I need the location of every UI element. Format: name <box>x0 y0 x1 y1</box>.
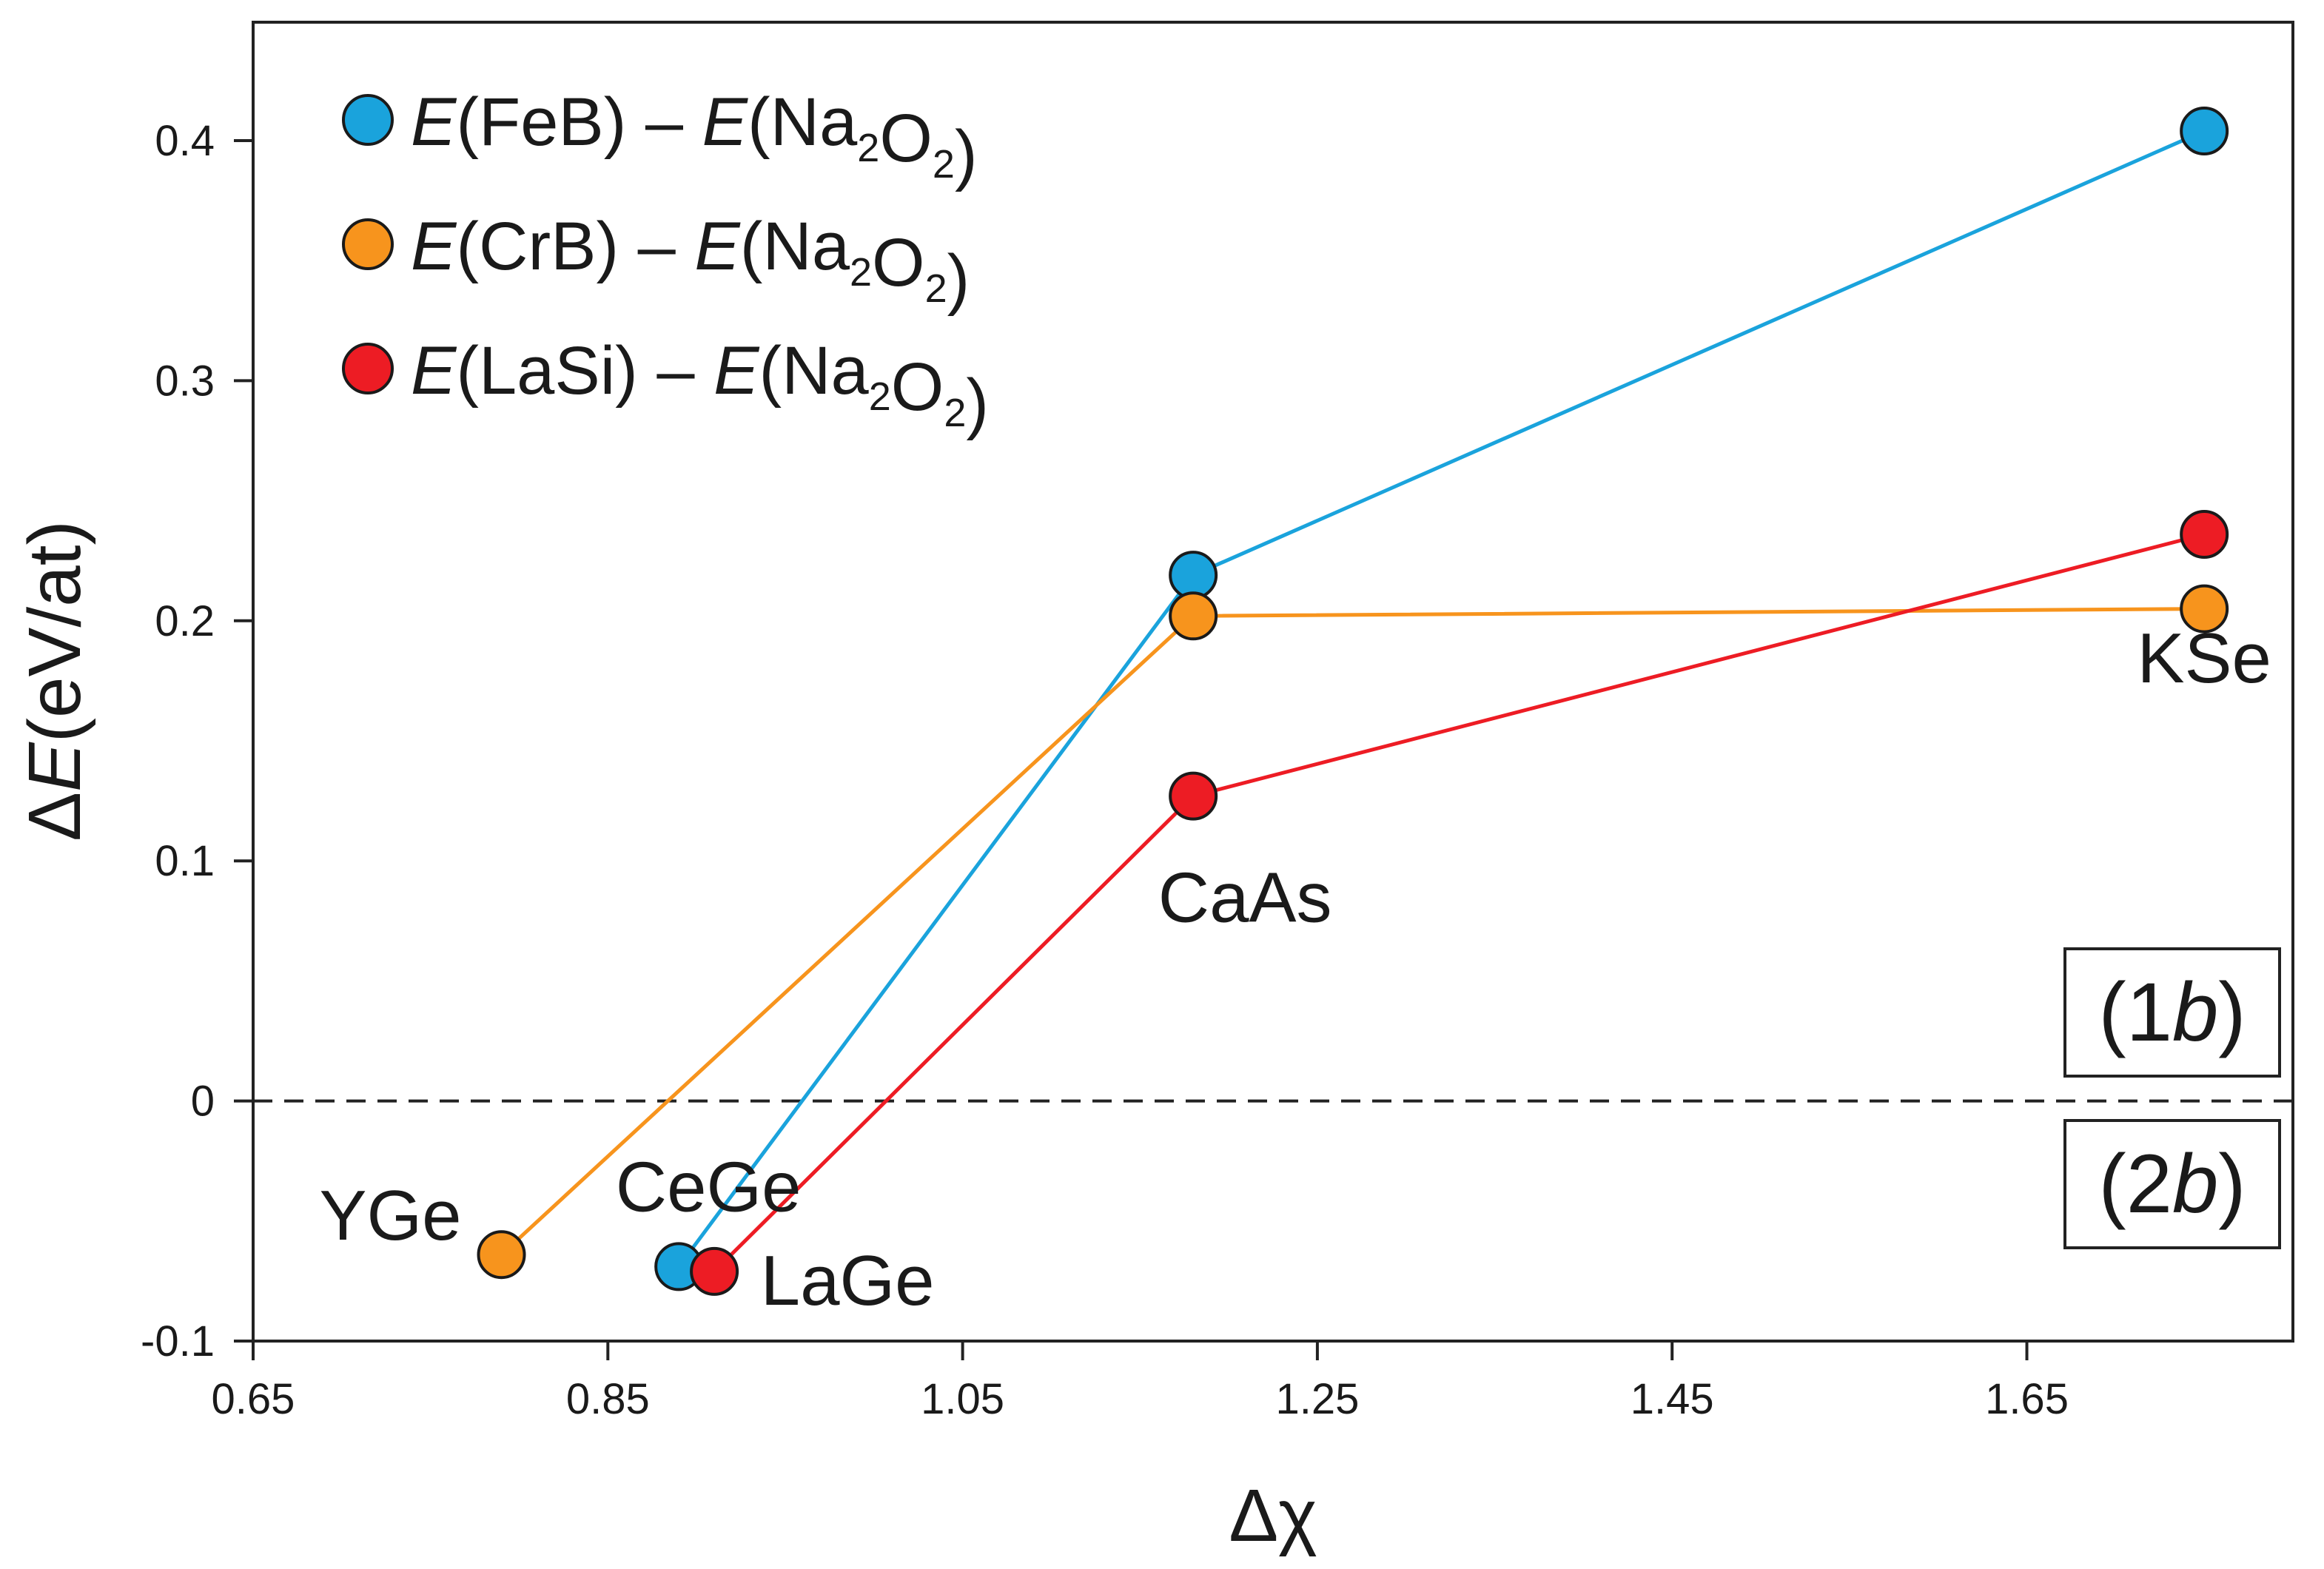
series-line-e-feb-e-na2o2 <box>677 129 2206 1268</box>
legend-label: E(FeB) – E(Na2O2) <box>411 84 978 192</box>
y-tick-label: 0.1 <box>155 837 215 885</box>
y-axis-ticks: -0.1 0 0.1 0.2 0.3 0.4 <box>141 117 253 1365</box>
region-label-1b: (1b) <box>2063 947 2281 1078</box>
annotation-cege: CeGe <box>616 1147 802 1226</box>
x-axis-ticks: 0.65 0.85 1.05 1.25 1.45 1.65 <box>212 1341 2069 1423</box>
legend-marker <box>342 343 394 394</box>
x-tick-label: 1.45 <box>1631 1375 1714 1423</box>
data-point-e-crb-e-na2o2 <box>2180 584 2229 634</box>
y-tick-label: 0 <box>191 1078 215 1126</box>
series-line-e-lasi-e-na2o2 <box>713 532 2205 1273</box>
series-points <box>477 107 2229 1296</box>
point-annotations: YGe CeGe LaGe CaAs KSe <box>319 619 2271 1320</box>
x-tick-label: 1.05 <box>921 1375 1004 1423</box>
y-tick-label: 0.4 <box>155 117 215 165</box>
y-tick-label: -0.1 <box>141 1317 215 1365</box>
annotation-lage: LaGe <box>761 1241 935 1320</box>
data-point-e-lasi-e-na2o2 <box>1169 771 1218 821</box>
data-point-e-lasi-e-na2o2 <box>2180 510 2229 560</box>
x-tick-label: 0.85 <box>566 1375 650 1423</box>
y-axis-label: ΔE(eV/at) <box>13 520 96 841</box>
x-tick-label: 0.65 <box>212 1375 295 1423</box>
legend-marker <box>342 218 394 270</box>
y-tick-label: 0.2 <box>155 597 215 645</box>
annotation-yge: YGe <box>319 1176 461 1255</box>
data-point-e-feb-e-na2o2 <box>2180 107 2229 156</box>
region-label-2b-text: (2b) <box>2098 1138 2246 1230</box>
legend-label: E(LaSi) – E(Na2O2) <box>411 333 989 441</box>
annotation-kse: KSe <box>2137 619 2271 698</box>
data-point-e-crb-e-na2o2 <box>477 1230 526 1280</box>
annotation-caas: CaAs <box>1158 859 1332 938</box>
legend-label: E(CrB) – E(Na2O2) <box>411 209 970 317</box>
x-tick-label: 1.65 <box>1985 1375 2069 1423</box>
region-label-2b-box <box>2063 1119 2281 1249</box>
data-point-e-crb-e-na2o2 <box>1169 591 1218 641</box>
y-tick-label: 0.3 <box>155 357 215 405</box>
data-point-e-feb-e-na2o2 <box>1169 551 1218 600</box>
region-label-1b-text: (1b) <box>2098 966 2246 1058</box>
region-label-1b-box <box>2063 947 2281 1078</box>
data-point-e-lasi-e-na2o2 <box>690 1246 739 1296</box>
region-label-2b: (2b) <box>2063 1119 2281 1249</box>
legend: E(FeB) – E(Na2O2) E(CrB) – E(Na2O2) E(LaSi… <box>342 84 989 441</box>
x-tick-label: 1.25 <box>1275 1375 1359 1423</box>
x-axis-label: Δχ <box>1229 1474 1317 1557</box>
plot-frame <box>252 21 2294 1343</box>
legend-marker <box>342 94 394 146</box>
